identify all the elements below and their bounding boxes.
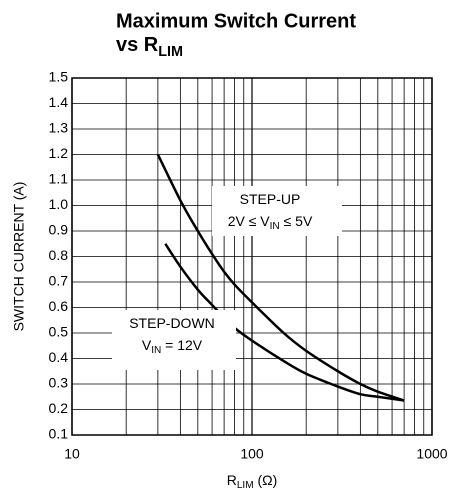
text-part: ≤ 5V — [280, 213, 313, 229]
text-part: (Ω) — [254, 472, 278, 488]
rich-text: vs RLIM — [116, 34, 183, 60]
x-tick-label: 10 — [64, 446, 80, 462]
y-tick-label: 1.1 — [49, 171, 69, 187]
rich-text: VIN = 12V — [142, 337, 203, 356]
y-tick-label: 0.2 — [49, 400, 69, 416]
y-tick-label: 0.6 — [49, 298, 69, 314]
y-tick-label: 0.9 — [49, 222, 69, 238]
y-tick-label: 1.2 — [49, 145, 69, 161]
plot-frame — [71, 77, 433, 436]
x-tick-label: 1000 — [416, 446, 447, 462]
text-part: V — [142, 337, 152, 353]
y-tick-label: 1.0 — [49, 196, 69, 212]
series-line — [156, 153, 405, 402]
y-tick-label: 0.1 — [49, 426, 69, 442]
y-tick-label: 0.7 — [49, 273, 69, 289]
y-tick-label: 1.4 — [49, 94, 69, 110]
y-tick-label: 0.4 — [49, 349, 69, 365]
grid — [71, 77, 433, 436]
rich-text: RLIM (Ω) — [227, 472, 278, 491]
subscript: IN — [270, 221, 280, 232]
rich-text: STEP-UP — [240, 191, 301, 207]
chart-title: Maximum Switch Current — [116, 10, 356, 32]
subscript: LIM — [158, 44, 183, 60]
annotation-box — [212, 186, 342, 236]
subscript: IN — [151, 345, 161, 356]
text-part: 2V ≤ V — [228, 213, 271, 229]
y-tick-label: 1.3 — [49, 120, 69, 136]
text-part: = 12V — [161, 337, 203, 353]
annotation-box — [112, 310, 236, 370]
lines — [156, 153, 405, 402]
y-tick-label: 0.8 — [49, 247, 69, 263]
series-line — [164, 243, 405, 402]
text-part: vs R — [116, 34, 159, 56]
text-part: STEP-DOWN — [129, 315, 215, 331]
y-tick-label: 0.5 — [49, 324, 69, 340]
x-tick-label: 100 — [240, 446, 264, 462]
text-part: STEP-UP — [240, 191, 301, 207]
y-tick-label: 1.5 — [49, 69, 69, 85]
rich-text: STEP-DOWN — [129, 315, 215, 331]
y-axis-label: SWITCH CURRENT (A) — [11, 182, 27, 332]
rich-text: 2V ≤ VIN ≤ 5V — [228, 213, 313, 232]
y-tick-label: 0.3 — [49, 375, 69, 391]
subscript: LIM — [237, 480, 254, 491]
text-part: R — [227, 472, 237, 488]
